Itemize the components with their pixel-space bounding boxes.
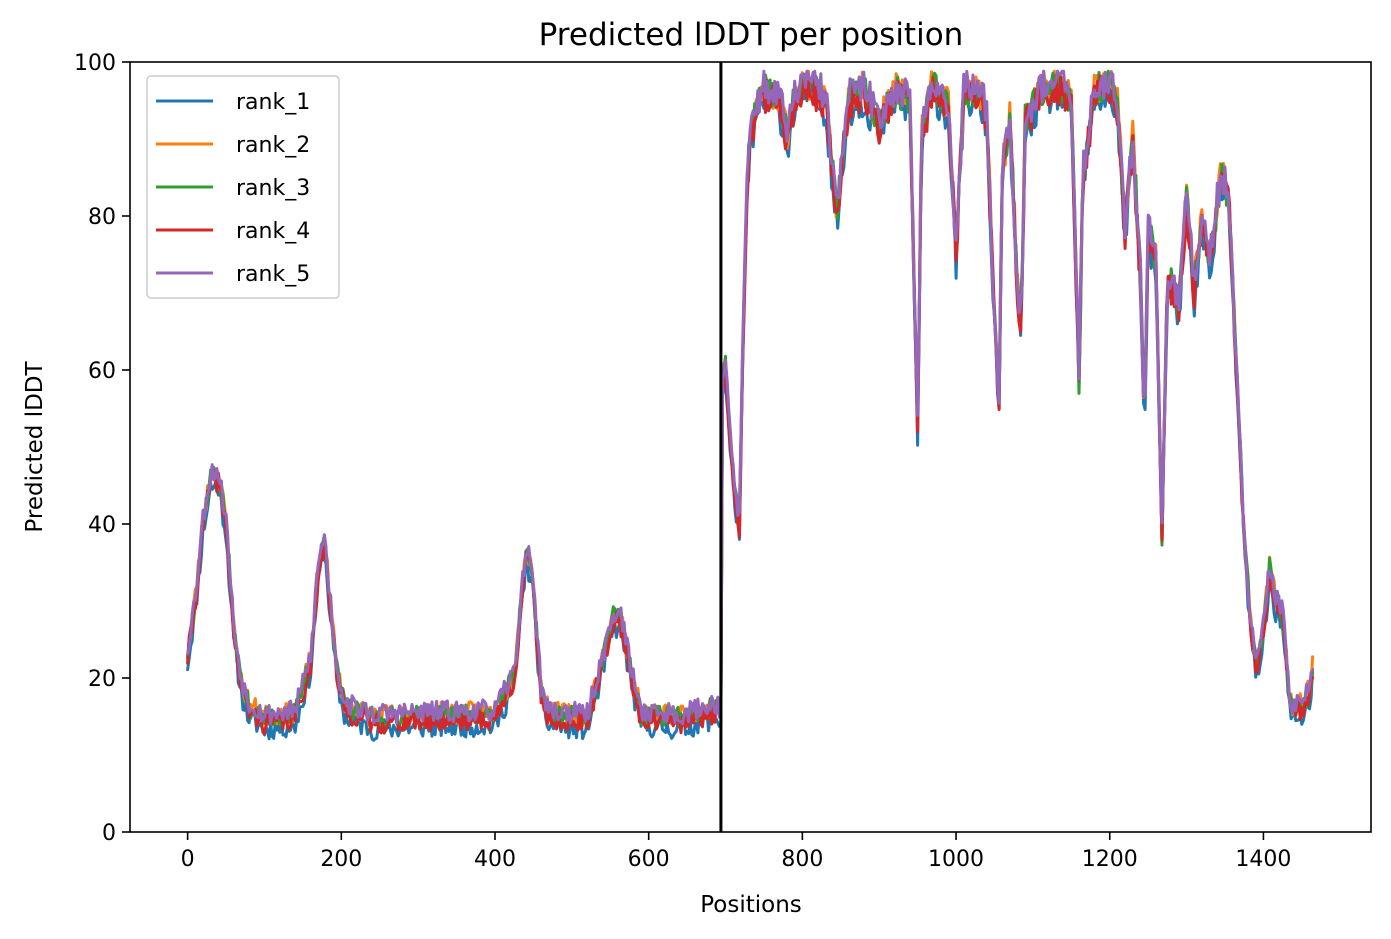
legend-label-rank_2: rank_2: [236, 133, 310, 158]
legend-box: [146, 75, 340, 299]
y-tick-label: 80: [88, 205, 116, 230]
x-tick-label: 1400: [1235, 847, 1291, 872]
x-tick-label: 1200: [1082, 847, 1138, 872]
legend: rank_1 rank_2 rank_3 rank_4 rank_5: [146, 75, 340, 299]
legend-label-rank_5: rank_5: [236, 262, 310, 287]
x-tick-label: 1000: [928, 847, 984, 872]
chart-title: Predicted lDDT per position: [539, 17, 964, 53]
x-tick-label: 0: [181, 847, 195, 872]
legend-label-rank_3: rank_3: [236, 176, 310, 201]
y-axis-label: Predicted lDDT: [22, 360, 48, 532]
plot-frame: [129, 61, 1372, 833]
x-axis: 0 200 400 600 800 1000 1200 1400: [181, 832, 1291, 872]
legend-label-rank_4: rank_4: [236, 219, 310, 244]
y-tick-label: 0: [102, 821, 116, 846]
legend-label-rank_1: rank_1: [236, 90, 310, 115]
x-axis-label: Positions: [700, 892, 802, 918]
y-tick-label: 100: [74, 51, 116, 76]
x-tick-label: 600: [628, 847, 670, 872]
y-axis: 0 20 40 60 80 100: [74, 51, 130, 846]
y-tick-label: 60: [88, 359, 116, 384]
y-tick-label: 40: [88, 513, 116, 538]
series-line-rank_1: [186, 77, 1315, 742]
x-tick-label: 800: [781, 847, 823, 872]
y-tick-label: 20: [88, 667, 116, 692]
series-line-rank_5: [186, 69, 1315, 726]
x-tick-label: 400: [474, 847, 516, 872]
x-tick-label: 200: [320, 847, 362, 872]
series-layer: [186, 69, 1315, 742]
